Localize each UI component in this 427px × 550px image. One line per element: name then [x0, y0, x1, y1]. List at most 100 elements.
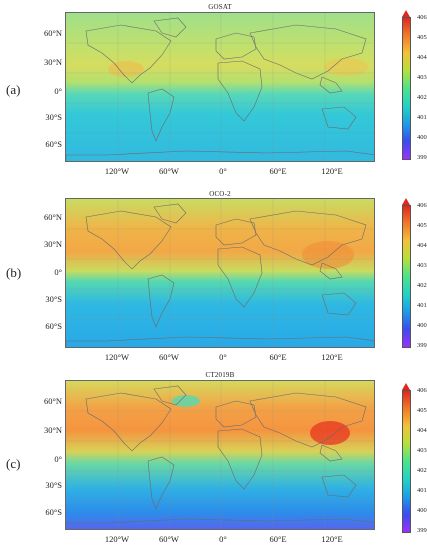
lon-label: 60°E	[269, 352, 287, 362]
colorbar-tick: 405	[417, 407, 427, 414]
coastline	[147, 88, 175, 142]
coastline	[215, 400, 257, 428]
map-title: CT2019B	[205, 371, 235, 379]
panel-label: (b)	[6, 265, 22, 280]
map-area	[65, 12, 375, 162]
lon-label: 60°W	[159, 352, 179, 362]
coastline	[321, 106, 357, 130]
colorbar-tick: 403	[417, 447, 427, 454]
colorbar-tick: 404	[417, 242, 427, 249]
colorbar-tick: 399	[417, 527, 427, 534]
coastline	[66, 150, 374, 161]
colorbar-extend-arrow	[402, 10, 410, 17]
coastline	[249, 210, 367, 266]
map-title: GOSAT	[208, 3, 232, 11]
concentration-field	[66, 199, 374, 347]
colorbar-tick: 400	[417, 134, 427, 141]
lat-label: 60°S	[45, 139, 62, 149]
coastline	[217, 246, 263, 308]
map-title: OCO-2	[209, 190, 231, 198]
lat-label: 30°S	[45, 112, 62, 122]
lon-label: 120°W	[104, 534, 130, 544]
lat-label: 0°	[54, 454, 62, 464]
colorbar-gradient	[402, 17, 411, 160]
map-area	[65, 198, 375, 348]
coastline	[153, 385, 187, 406]
colorbar-tick: 400	[417, 322, 427, 329]
panel-a: (a) GOSAT 60°N 30°N 0° 30°S 60°S 120°W 6…	[0, 0, 427, 183]
coastline	[319, 444, 343, 462]
coastline	[153, 203, 187, 224]
coastline	[319, 76, 343, 94]
panel-c: (c) CT2019B 60°N 30°N 0° 30°S 60°S 120°W…	[0, 366, 427, 549]
coastline	[217, 60, 263, 122]
coastline	[321, 474, 357, 498]
lon-label: 60°E	[269, 166, 287, 176]
coastline	[215, 32, 257, 60]
lon-label: 120°W	[104, 166, 130, 176]
colorbar-extend-arrow	[402, 383, 410, 390]
lon-label: 0°	[219, 352, 227, 362]
concentration-field	[66, 381, 374, 529]
coastline	[147, 456, 175, 510]
coastline	[217, 428, 263, 490]
lat-label: 30°N	[43, 425, 62, 435]
lon-label: 120°W	[104, 352, 130, 362]
coastline	[85, 210, 172, 270]
colorbar-tick: 401	[417, 487, 427, 494]
world-map	[66, 199, 374, 347]
coastline	[249, 392, 367, 448]
lon-label: 120°E	[321, 534, 343, 544]
lat-label: 60°N	[43, 396, 62, 406]
high-spot	[324, 58, 368, 76]
coastline	[85, 24, 172, 84]
low-spot	[172, 395, 200, 407]
lat-label: 60°S	[45, 507, 62, 517]
coastline	[153, 17, 187, 38]
lon-label: 0°	[219, 166, 227, 176]
colorbar-tick: 403	[417, 74, 427, 81]
colorbar-tick: 406	[417, 387, 427, 394]
lat-label: 30°N	[43, 57, 62, 67]
lon-label: 60°W	[159, 534, 179, 544]
colorbar-tick: 403	[417, 262, 427, 269]
lat-label: 0°	[54, 86, 62, 96]
high-spot	[302, 241, 354, 269]
colorbar: 406 405 404 403 402 401 400 399	[402, 10, 427, 161]
colorbar-tick: 404	[417, 54, 427, 61]
lon-label: 60°E	[269, 534, 287, 544]
world-map	[66, 13, 374, 161]
high-spot	[310, 421, 350, 445]
coastline	[147, 274, 175, 328]
lat-label: 30°N	[43, 239, 62, 249]
colorbar-extend-arrow	[402, 198, 410, 205]
lon-label: 120°E	[321, 352, 343, 362]
coastline	[66, 518, 374, 529]
high-spot	[108, 61, 144, 77]
lat-label: 60°S	[45, 321, 62, 331]
colorbar-tick: 404	[417, 427, 427, 434]
colorbar-tick: 399	[417, 342, 427, 349]
lat-label: 60°N	[43, 212, 62, 222]
lon-label: 120°E	[321, 166, 343, 176]
coastline	[85, 392, 172, 452]
coastline	[249, 24, 367, 80]
colorbar-tick: 402	[417, 467, 427, 474]
colorbar: 406 405 404 403 402 401 400 399	[402, 198, 427, 349]
colorbar: 406 405 404 403 402 401 400 399	[402, 383, 427, 534]
colorbar-tick: 402	[417, 94, 427, 101]
panel-label: (a)	[6, 82, 21, 97]
colorbar-tick: 406	[417, 202, 427, 209]
coastline	[215, 218, 257, 246]
coastline	[321, 292, 357, 316]
coastline	[319, 262, 343, 280]
concentration-field	[66, 13, 374, 161]
colorbar-tick: 405	[417, 222, 427, 229]
lat-label: 0°	[54, 267, 62, 277]
colorbar-tick: 402	[417, 282, 427, 289]
colorbar-tick: 401	[417, 302, 427, 309]
colorbar-tick: 401	[417, 114, 427, 121]
colorbar-tick: 400	[417, 507, 427, 514]
map-area	[65, 380, 375, 530]
coastline	[66, 336, 374, 347]
